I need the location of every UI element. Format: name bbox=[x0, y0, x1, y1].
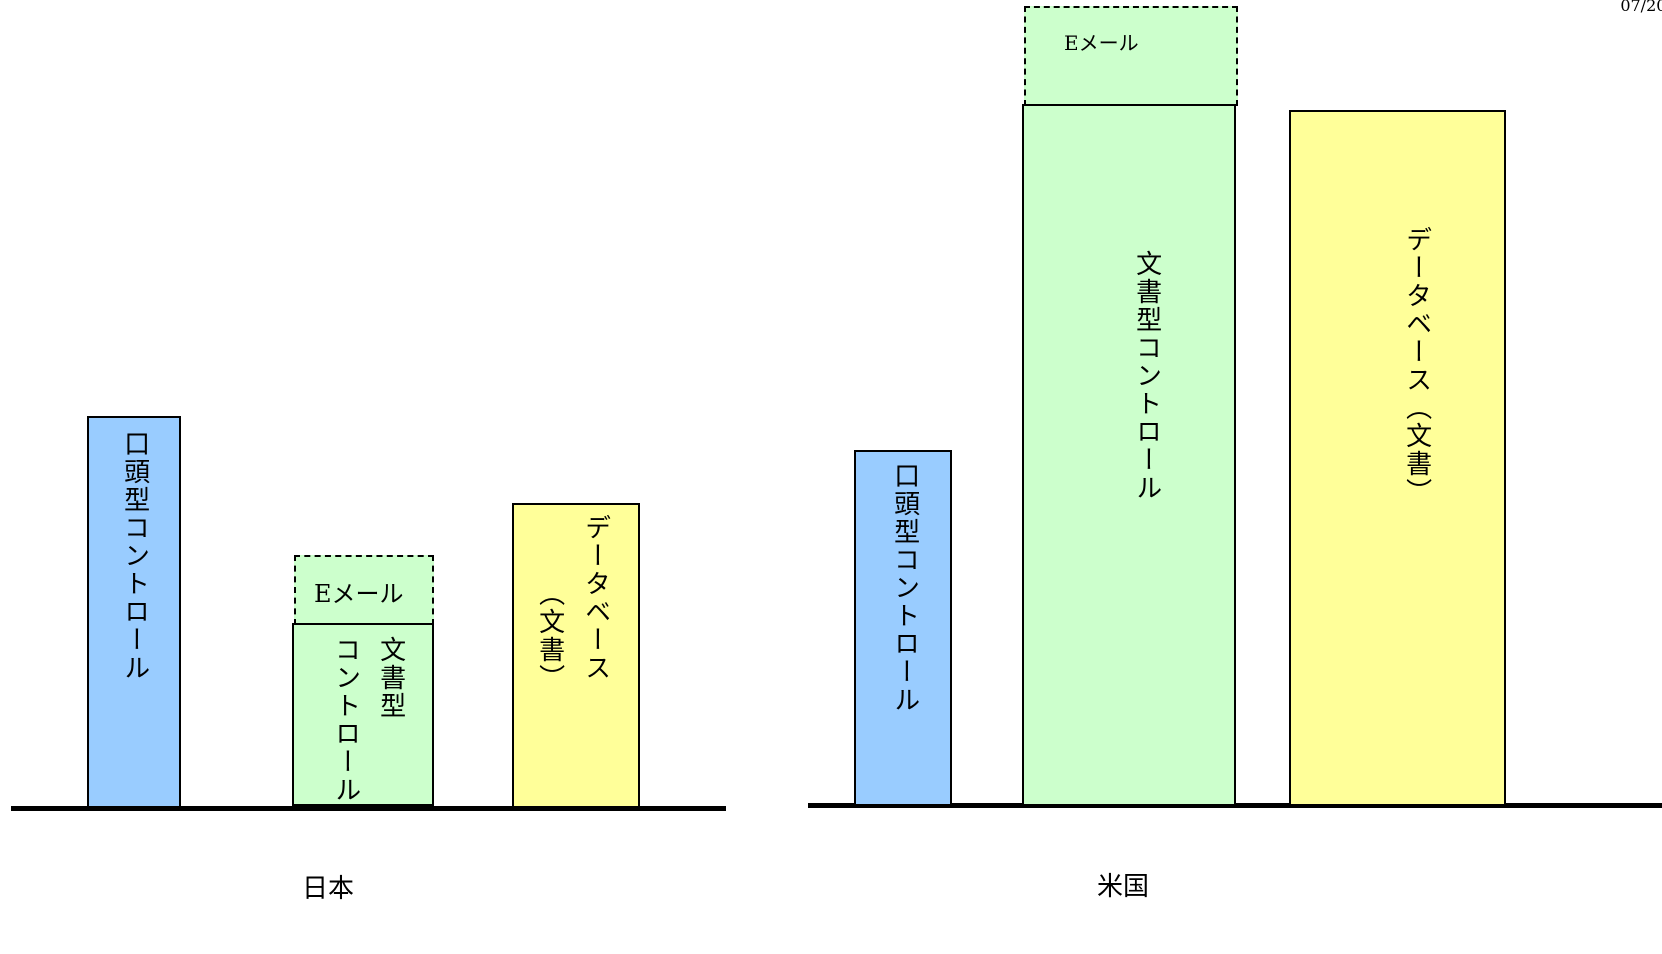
usa-caption: 米国 bbox=[1097, 872, 1150, 902]
japan-email-label: Eメール bbox=[314, 580, 404, 608]
japan-email-bar bbox=[294, 555, 434, 625]
usa-database-bar bbox=[1289, 110, 1506, 806]
japan-baseline bbox=[11, 806, 726, 811]
japan-document-control-label-line2: コントロール bbox=[330, 636, 361, 804]
japan-oral-control-bar bbox=[87, 416, 181, 808]
usa-database-label: データベース（文書） bbox=[1401, 226, 1432, 506]
japan-document-control-label-line1: 文書型 bbox=[375, 636, 406, 720]
usa-document-control-bar bbox=[1022, 104, 1236, 806]
usa-oral-control-label: 口頭型コントロール bbox=[889, 462, 920, 714]
japan-document-control-bar bbox=[292, 623, 434, 806]
japan-oral-control-label: 口頭型コントロール bbox=[119, 430, 150, 682]
japan-database-bar bbox=[512, 503, 640, 808]
japan-database-label-line1: データベース bbox=[580, 514, 611, 682]
usa-oral-control-bar bbox=[854, 450, 952, 806]
date-stamp: 07/20/0 bbox=[1620, 0, 1662, 15]
usa-document-control-label: 文書型コントロール bbox=[1131, 250, 1162, 502]
usa-email-bar bbox=[1024, 6, 1238, 106]
japan-database-label-line2: （文書） bbox=[534, 580, 565, 692]
japan-caption: 日本 bbox=[302, 874, 355, 904]
usa-email-label: Eメール bbox=[1064, 31, 1139, 55]
